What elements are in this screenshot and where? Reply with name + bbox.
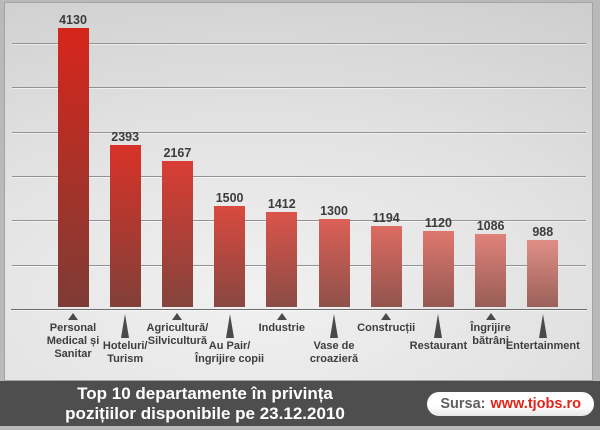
category-label-line: Agricultură/ xyxy=(146,322,209,334)
category-label: Construcții xyxy=(330,313,442,335)
chart-title: Top 10 departamente în privința pozițiil… xyxy=(25,384,385,424)
bar-value-label: 2393 xyxy=(111,130,140,145)
bar xyxy=(57,27,89,307)
footer-bar: Top 10 departamente în privința pozițiil… xyxy=(0,381,600,426)
category-label: Industrie xyxy=(226,313,338,335)
category-label: Agricultură/Silvicultură xyxy=(121,313,233,348)
bar-value-label: 4130 xyxy=(59,12,87,27)
category-label: Îngrijire bătrâni xyxy=(435,313,547,348)
category-label-line: Restaurant xyxy=(409,340,468,352)
bar-value-label: 2167 xyxy=(163,145,192,160)
plot-area: 4130 Personal Medical și Sanitar 2393 Hotelur… xyxy=(5,3,592,380)
category-label-line: Industrie xyxy=(258,322,306,334)
bar xyxy=(527,240,559,307)
category-label: Vase de croazieră xyxy=(278,314,390,366)
category-label-line: Turism xyxy=(107,353,144,365)
bar xyxy=(318,219,350,307)
category-label: Entertainment xyxy=(487,314,599,353)
gridline xyxy=(12,43,586,45)
category-label-line: Îngrijire xyxy=(470,322,511,334)
category-label-line: Îngrijire copii xyxy=(195,353,265,365)
bar xyxy=(214,205,246,307)
category-label-line: Hoteluri/ xyxy=(102,340,148,352)
category-label: Au Pair/Îngrijire copii xyxy=(174,314,286,366)
category-label-line: bătrâni xyxy=(472,335,509,347)
gridline xyxy=(12,131,586,134)
category-label: Restaurant xyxy=(382,314,494,353)
source-badge: Sursa: www.tjobs.ro xyxy=(427,392,594,416)
category-label: Personal Medical și Sanitar xyxy=(17,313,129,361)
arrow-up-icon xyxy=(121,314,130,338)
arrow-up-icon xyxy=(330,314,338,338)
arrow-up-icon xyxy=(381,313,392,320)
source-label: Sursa: xyxy=(440,396,486,412)
arrow-up-icon xyxy=(485,313,496,320)
arrow-up-icon xyxy=(172,313,183,320)
bar-value-label: 1120 xyxy=(424,216,452,231)
category-label-line: Au Pair/ xyxy=(208,340,251,352)
category-label-line: Personal xyxy=(49,322,97,334)
gridline xyxy=(12,264,586,267)
category-label-line: Sanitar xyxy=(54,348,92,360)
bar xyxy=(370,226,402,307)
gridline xyxy=(12,220,586,223)
bar xyxy=(422,231,454,307)
bar xyxy=(266,211,298,307)
category-label: Hoteluri/Turism xyxy=(69,314,181,366)
arrow-up-icon xyxy=(276,313,287,320)
bar xyxy=(161,160,193,307)
category-label-line: croazieră xyxy=(309,353,359,365)
gridline xyxy=(12,175,586,178)
chart-title-line2: pozițiilor disponibile pe 23.12.2010 xyxy=(65,404,345,423)
gridline xyxy=(12,87,586,90)
bar-value-label: 988 xyxy=(532,225,554,240)
arrow-up-icon xyxy=(538,314,547,338)
bar-value-label: 1500 xyxy=(215,190,244,205)
category-label-line: Entertainment xyxy=(505,340,580,352)
chart-panel: 4130 Personal Medical și Sanitar 2393 Hotelur… xyxy=(4,2,593,381)
bar-value-label: 1086 xyxy=(476,218,505,233)
bar xyxy=(475,233,507,307)
category-label-line: Medical și xyxy=(46,335,100,347)
bar xyxy=(109,145,141,307)
bar-value-label: 1300 xyxy=(320,204,348,219)
source-link[interactable]: www.tjobs.ro xyxy=(490,396,582,412)
x-axis-line xyxy=(11,309,587,311)
bar-value-label: 1194 xyxy=(372,211,400,226)
arrow-up-icon xyxy=(68,313,78,320)
category-label-line: Construcții xyxy=(357,322,416,334)
chart-title-line1: Top 10 departamente în privința xyxy=(77,384,333,403)
category-label-line: Vase de xyxy=(313,340,355,352)
arrow-up-icon xyxy=(225,314,234,338)
arrow-up-icon xyxy=(434,314,443,338)
category-label-line: Silvicultură xyxy=(147,335,208,347)
bar-value-label: 1412 xyxy=(267,196,296,211)
